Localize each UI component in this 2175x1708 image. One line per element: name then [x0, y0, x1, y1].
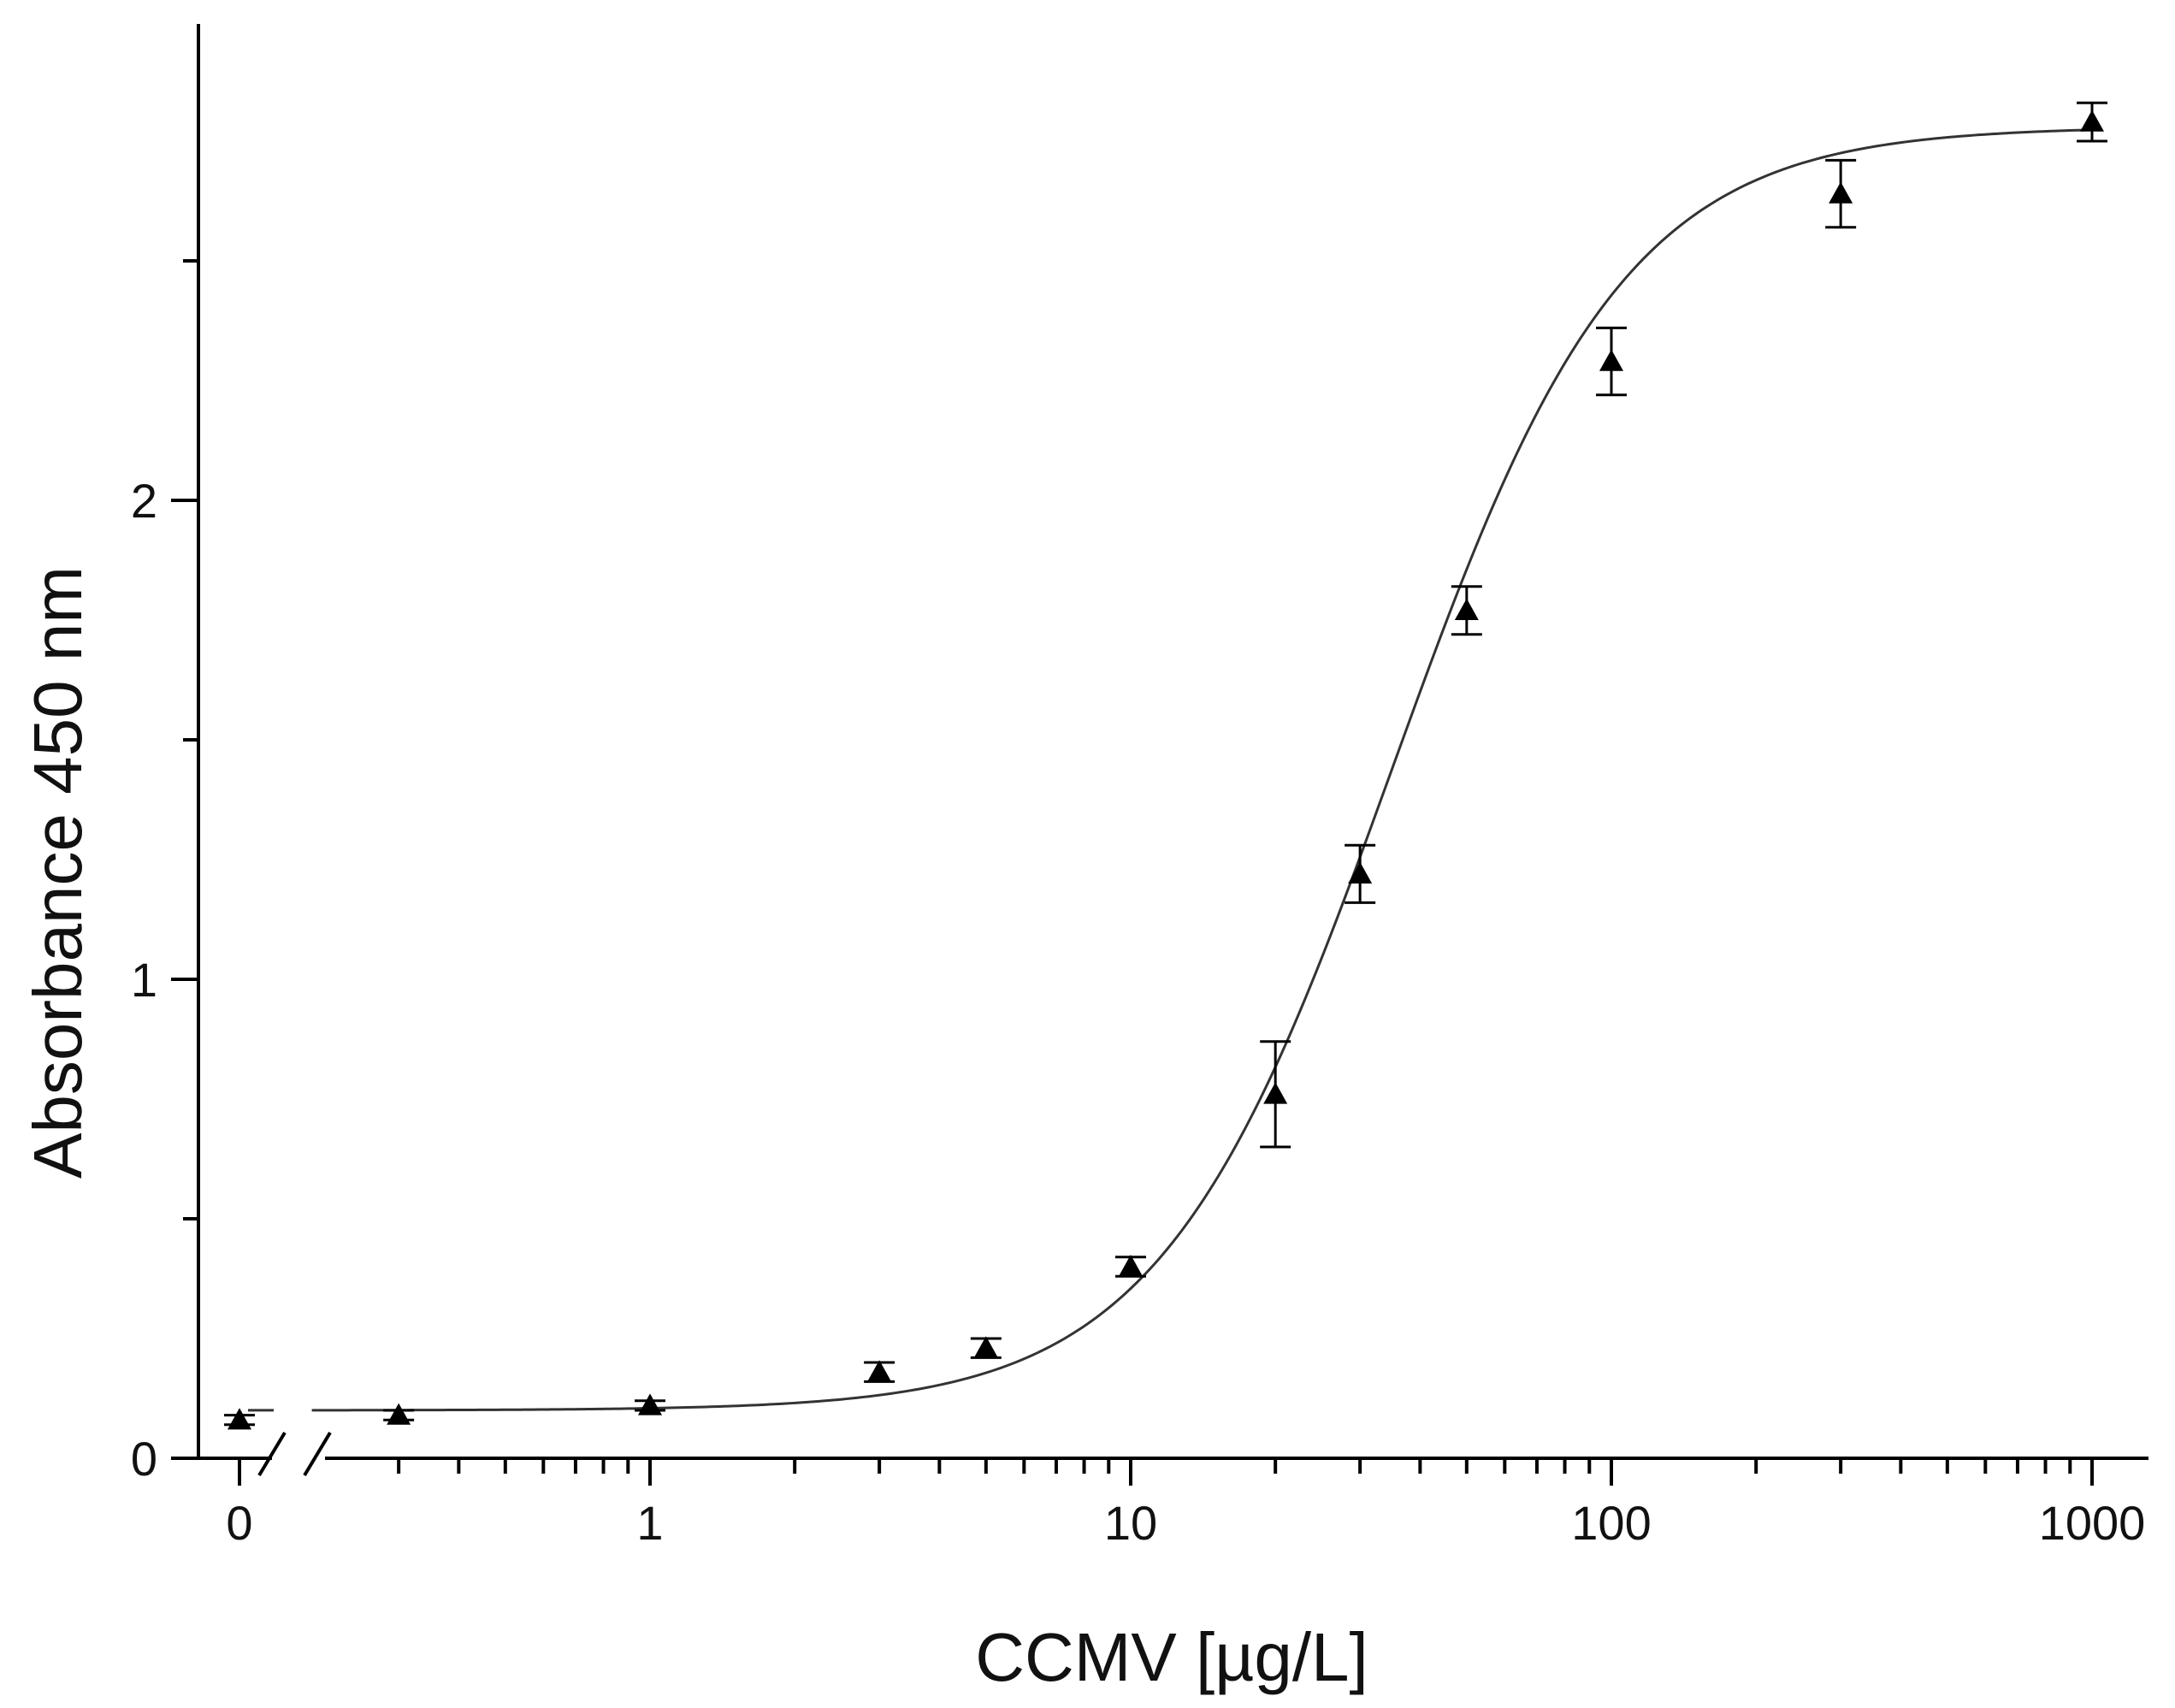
x-tick-label: 1 [636, 1496, 663, 1550]
data-point [228, 1408, 251, 1430]
data-point [1599, 349, 1623, 371]
data-point [867, 1360, 892, 1382]
y-tick-label: 2 [131, 474, 157, 528]
data-point [1263, 1082, 1288, 1104]
data-points-layer [224, 101, 2107, 1430]
y-axis-title: Absorbance 450 nm [20, 566, 96, 1179]
x-tick-label: 10 [1104, 1496, 1157, 1550]
data-point [2080, 109, 2104, 132]
x-tick-label: 1000 [2039, 1496, 2146, 1550]
data-point [1119, 1255, 1143, 1277]
data-point [973, 1336, 998, 1358]
fit-curve [311, 128, 2093, 1412]
fit-curve-layer [248, 128, 2093, 1412]
data-point [387, 1403, 411, 1425]
x-tick-label: 0 [226, 1496, 252, 1550]
x-tick-label: 100 [1571, 1496, 1651, 1550]
axis-break-mark [257, 1431, 287, 1477]
data-point [1829, 181, 1853, 204]
data-point [1454, 598, 1479, 620]
y-tick-label: 0 [131, 1432, 157, 1486]
x-axis-title: CCMV [µg/L] [975, 1619, 1368, 1695]
data-point [638, 1393, 662, 1415]
data-point [1348, 861, 1373, 884]
axes [171, 24, 2148, 1486]
tick-labels-layer: 0 1 2 0 1 10 100 1000 [131, 474, 2145, 1550]
y-tick-label: 1 [131, 953, 157, 1007]
axis-break-mark [303, 1431, 332, 1477]
